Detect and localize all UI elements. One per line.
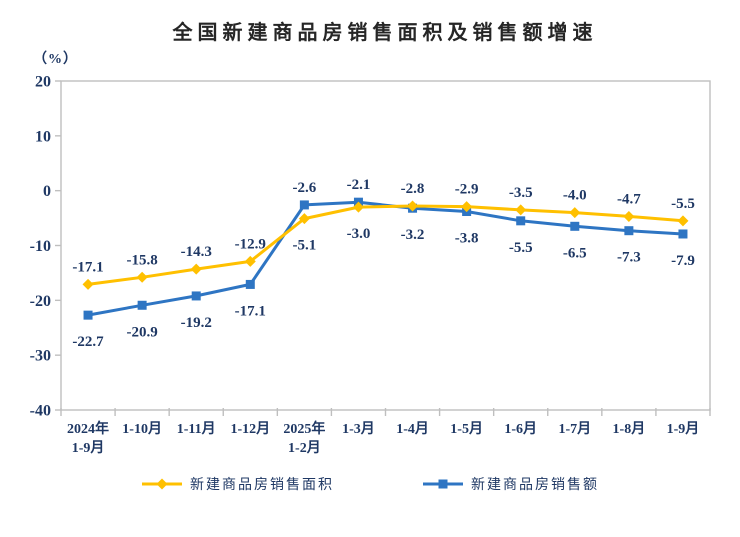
legend-item-sales-area: 新建商品房销售面积 <box>141 474 334 494</box>
y-axis-tick-label: 20 <box>35 74 51 91</box>
data-point-label: -4.7 <box>617 191 641 207</box>
data-point-label: -17.1 <box>235 303 266 319</box>
x-axis-category-label: 1-3月 <box>342 421 375 437</box>
x-axis-category-label: 1-10月 <box>122 421 162 437</box>
data-point-label: -5.5 <box>509 240 533 256</box>
x-axis-category-label: 1-5月 <box>450 421 483 437</box>
data-point-label: -19.2 <box>181 315 212 331</box>
legend-label-sales-amount: 新建商品房销售额 <box>471 478 599 493</box>
data-point-label: -15.8 <box>127 252 158 268</box>
data-point-label: -4.0 <box>563 188 587 204</box>
x-axis-category-label: 1-4月 <box>396 421 429 437</box>
square-marker-icon <box>570 221 580 231</box>
data-point-label: -6.5 <box>563 245 587 261</box>
chart-legend: 新建商品房销售面积 新建商品房销售额 <box>0 474 740 494</box>
x-axis: 2024年 1-9月 1-10月 1-11月 1-12月 2025年 1-2月 1-3月 1-4… <box>60 408 711 456</box>
sales-area-line-swatch-icon <box>142 478 182 490</box>
data-point-label: -3.5 <box>509 185 533 201</box>
x-axis-category-label: 2025年 1-2月 <box>283 420 325 456</box>
square-marker-icon <box>624 226 634 236</box>
data-point-label: -20.9 <box>127 324 158 340</box>
sales-amount-line-swatch-icon <box>423 479 463 489</box>
data-point-label: -2.8 <box>401 181 425 197</box>
data-point-label: -3.8 <box>455 231 479 247</box>
x-axis-category-label: 1-8月 <box>613 421 646 437</box>
diamond-marker-icon <box>569 207 581 219</box>
x-axis-category-label: 1-12月 <box>230 421 270 437</box>
data-point-label: -5.5 <box>671 196 695 212</box>
data-point-label: -7.3 <box>617 250 641 266</box>
diamond-marker-icon <box>461 201 473 213</box>
y-axis-tick-label: -20 <box>30 293 51 310</box>
square-marker-icon <box>137 300 147 310</box>
data-point-label: -12.9 <box>235 236 266 252</box>
series-line-1 <box>83 197 688 320</box>
diamond-marker-icon <box>677 215 689 227</box>
square-marker-icon <box>516 216 526 226</box>
data-point-label: -7.9 <box>671 253 695 269</box>
square-marker-icon <box>191 291 201 301</box>
square-marker-icon <box>299 200 309 210</box>
chart-title: 全国新建商品房销售面积及销售额增速 <box>172 22 598 44</box>
diamond-marker-icon <box>623 210 635 222</box>
diamond-marker-icon <box>190 263 202 275</box>
x-axis-category-label: 1-11月 <box>177 421 216 437</box>
y-axis-unit-label: （%） <box>33 52 78 67</box>
series-line-0 <box>82 200 689 290</box>
y-axis-tick-label: -40 <box>30 403 51 420</box>
y-axis-tick-label: -10 <box>30 238 51 255</box>
square-marker-icon <box>83 310 93 320</box>
diamond-marker-icon <box>407 200 419 212</box>
diamond-marker-icon <box>82 278 94 290</box>
y-axis-tick-label: 0 <box>43 183 51 200</box>
legend-label-sales-area: 新建商品房销售面积 <box>190 478 334 493</box>
data-point-label: -2.1 <box>347 177 371 193</box>
data-point-label: -3.2 <box>401 227 425 243</box>
square-marker-icon <box>678 229 688 239</box>
data-labels: -17.1 -15.8 -14.3 -12.9 -5.1 -3.0 -2.8 -2.9 -3.5… <box>72 177 694 350</box>
data-point-label: -14.3 <box>181 244 212 260</box>
data-point-label: -22.7 <box>72 334 104 350</box>
diamond-marker-icon <box>298 213 310 225</box>
data-point-label: -17.1 <box>72 259 103 275</box>
diamond-marker-icon <box>136 271 148 283</box>
x-axis-category-label: 1-6月 <box>504 421 537 437</box>
y-axis-tick-label: 10 <box>35 128 51 145</box>
data-point-label: -5.1 <box>293 238 317 254</box>
data-point-label: -2.9 <box>455 182 479 198</box>
x-axis-category-label: 1-9月 <box>667 421 700 437</box>
x-axis-category-label: 2024年 1-9月 <box>67 420 109 456</box>
diamond-marker-icon <box>244 255 256 267</box>
diamond-marker-icon <box>515 204 527 216</box>
x-axis-category-label: 1-7月 <box>558 421 591 437</box>
diamond-marker-icon <box>352 201 364 213</box>
data-point-label: -3.0 <box>347 226 371 242</box>
y-axis: 20 10 0 -10 -20 -30 -40 <box>30 74 61 420</box>
square-marker-icon <box>245 279 255 289</box>
plot-frame <box>60 80 711 411</box>
legend-item-sales-amount: 新建商品房销售额 <box>422 474 599 494</box>
y-axis-tick-label: -30 <box>30 348 51 365</box>
data-point-label: -2.6 <box>293 180 317 196</box>
